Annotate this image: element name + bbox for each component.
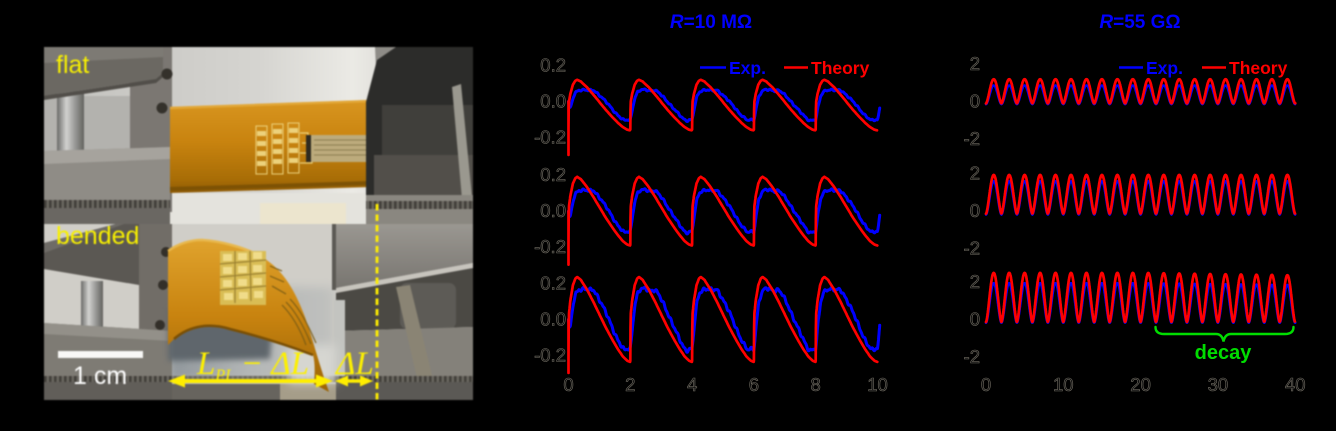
svg-text:0: 0 (970, 200, 980, 221)
svg-text:R=55 GΩ: R=55 GΩ (1099, 12, 1180, 33)
svg-text:1 cm: 1 cm (73, 362, 127, 390)
svg-text:-0.2: -0.2 (534, 236, 566, 257)
svg-text:decay: decay (1195, 342, 1253, 364)
svg-text:6: 6 (749, 374, 759, 395)
svg-text:20: 20 (1130, 374, 1151, 395)
svg-text:2: 2 (970, 271, 980, 292)
svg-text:0: 0 (970, 91, 980, 112)
svg-text:Theory: Theory (811, 58, 870, 78)
svg-text:-2: -2 (964, 346, 980, 367)
svg-text:0.0: 0.0 (540, 91, 566, 112)
svg-text:Exp.: Exp. (1146, 58, 1183, 78)
svg-text:2: 2 (970, 53, 980, 74)
svg-text:0.2: 0.2 (540, 164, 566, 185)
svg-text:0: 0 (563, 374, 573, 395)
svg-text:0.2: 0.2 (540, 55, 566, 76)
svg-text:30: 30 (1208, 374, 1229, 395)
svg-text:-0.2: -0.2 (534, 345, 566, 366)
svg-text:flat: flat (56, 51, 89, 79)
svg-text:4: 4 (687, 374, 697, 395)
svg-text:-2: -2 (964, 128, 980, 149)
svg-text:R=10 MΩ: R=10 MΩ (670, 12, 752, 33)
svg-text:-2: -2 (964, 238, 980, 259)
svg-text:bended: bended (56, 222, 139, 250)
svg-text:0.0: 0.0 (540, 309, 566, 330)
svg-text:10: 10 (867, 374, 888, 395)
svg-text:-0.2: -0.2 (534, 127, 566, 148)
svg-text:LPI − ΔL: LPI − ΔL (196, 346, 309, 384)
svg-text:2: 2 (625, 374, 635, 395)
svg-text:8: 8 (811, 374, 821, 395)
svg-text:2: 2 (970, 163, 980, 184)
svg-text:10: 10 (1053, 374, 1074, 395)
svg-text:ΔL: ΔL (334, 346, 374, 382)
svg-text:40: 40 (1285, 374, 1306, 395)
svg-text:0.0: 0.0 (540, 200, 566, 221)
svg-text:Exp.: Exp. (729, 58, 766, 78)
svg-text:0.2: 0.2 (540, 273, 566, 294)
svg-text:0: 0 (970, 309, 980, 330)
svg-text:Theory: Theory (1229, 58, 1288, 78)
svg-text:0: 0 (981, 374, 991, 395)
